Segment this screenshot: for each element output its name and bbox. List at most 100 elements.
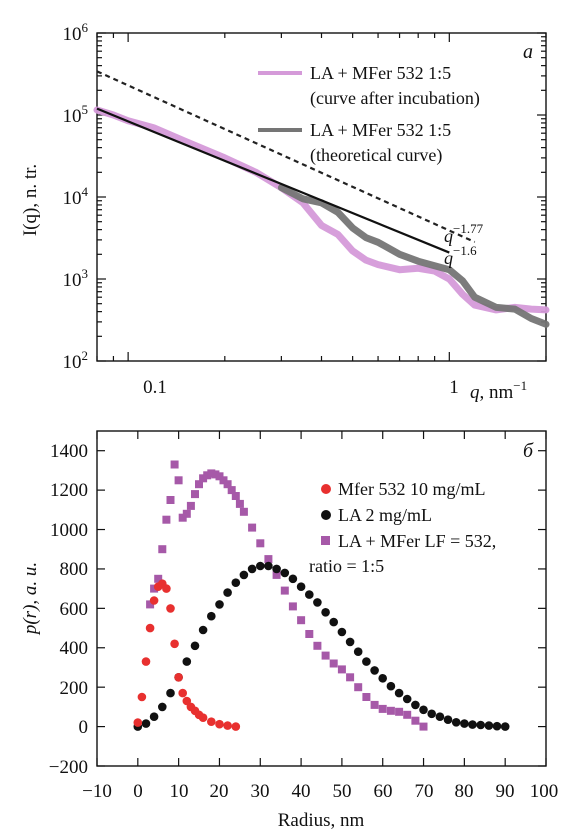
b-ytick-label-1000: 1000 [50,520,88,541]
b-point-la-mfer [248,523,257,532]
a-legend-label-theoretical: LA + MFer 532 1:5 [310,120,451,140]
b-point-la-mfer [305,630,314,638]
b-point-la-mfer [321,651,330,660]
b-point-la [231,578,241,587]
b-point-la [158,702,167,712]
a-ytick-label-1e6: 106 [63,20,89,45]
b-point-la-mfer [346,673,355,682]
b-legend-label-la-mfer: LA + MFer LF = 532, [338,531,496,551]
b-point-la-mfer [362,693,371,701]
b-point-la [378,674,388,683]
b-point-la [288,574,298,584]
b-point-mfer [174,673,183,682]
a-powerlaw-1.77-line [96,70,476,244]
b-point-la-mfer [235,499,244,508]
b-point-la-mfer [280,586,289,595]
b-panel-label: б [523,440,534,462]
b-xtick-label-20: 20 [210,781,229,802]
b-point-mfer [141,657,151,666]
b-point-mfer [145,623,155,633]
b-point-la-mfer [231,492,240,500]
b-ytick-label-200: 200 [60,678,89,699]
b-point-la [353,647,363,656]
b-point-la [476,720,486,730]
b-point-la [223,588,232,597]
b-point-la [370,666,379,675]
b-point-la-mfer [195,480,203,489]
b-xtick-label-10: 10 [170,781,189,802]
b-legend-label-mfer: Mfer 532 10 mg/mL [338,479,485,499]
b-point-la [411,700,420,710]
b-point-mfer [133,718,143,727]
b-ytick-label-n200: −200 [49,757,88,778]
b-xtick-label-30: 30 [251,781,270,802]
a-x-axis-title: q, nm−1 [470,378,527,403]
a-series-theoretical-line [277,184,550,328]
panel-a-series [93,70,550,328]
a-y-axis-title: I(q), n. tr. [20,164,41,236]
b-point-la [345,637,355,647]
b-point-la [264,561,273,571]
panel-a-ticks [96,32,547,362]
b-point-la-mfer [370,700,379,709]
b-point-la [386,681,396,691]
b-point-la-mfer [395,707,404,716]
b-point-la [296,582,306,591]
b-point-mfer [223,721,232,730]
b-point-la-mfer [191,490,199,499]
a-powerlaw-1.6-line [96,107,450,254]
b-point-la-mfer [146,600,155,609]
b-point-mfer [178,688,187,698]
b-point-la [362,657,371,666]
b-point-la-mfer [182,509,191,518]
a-legend-label-theoretical-2: (theoretical curve) [310,145,442,166]
b-point-la-mfer [264,555,273,564]
b-point-la-mfer [386,706,395,715]
b-point-la [435,712,445,721]
b-point-la-mfer [166,496,175,504]
b-point-la-mfer [170,460,179,469]
a-annotation-q-1.77: q−1.77 [444,221,484,246]
b-point-la-mfer [419,722,428,731]
b-point-la [207,611,216,621]
a-annotation-q-1.6: q−1.6 [444,243,477,268]
b-point-la-mfer [272,570,281,579]
b-xtick-label-90: 90 [496,781,515,802]
b-point-la [321,608,330,617]
b-legend-label-la-mfer-2: ratio = 1:5 [309,556,384,576]
b-point-la [468,720,477,729]
b-point-la-mfer [411,716,420,725]
b-ytick-label-1400: 1400 [50,441,88,462]
b-point-la [492,721,502,731]
panel-b-ticks [96,431,547,767]
b-point-la-mfer [178,513,187,522]
b-point-la-mfer [150,584,159,593]
b-point-la-mfer [186,501,195,510]
b-point-la [460,719,469,728]
b-point-la-mfer [162,515,171,524]
b-point-mfer [166,604,175,613]
b-point-la [215,600,224,609]
a-legend: LA + MFer 532 1:5 (curve after incubatio… [258,63,480,166]
b-point-la-mfer [329,659,338,668]
a-ytick-label-1e2: 102 [63,348,89,373]
b-point-la [337,627,347,637]
a-ytick-label-1e3: 103 [63,266,89,291]
b-point-la [182,657,192,666]
a-legend-label-incubation-2: (curve after incubation) [310,88,480,109]
b-point-la-mfer [211,470,220,479]
b-point-la-mfer [288,602,297,611]
b-point-la-mfer [223,480,232,489]
b-point-la-mfer [256,539,265,548]
b-point-la-mfer [378,704,387,713]
b-point-la-mfer [227,486,236,495]
b-xtick-label-50: 50 [333,781,352,802]
b-legend-marker-la-mfer [321,536,330,545]
b-point-mfer [215,719,224,729]
b-xtick-label-100: 100 [530,781,559,802]
b-xtick-label-80: 80 [455,781,474,802]
b-point-la-mfer [158,545,167,554]
b-point-la [500,722,510,731]
